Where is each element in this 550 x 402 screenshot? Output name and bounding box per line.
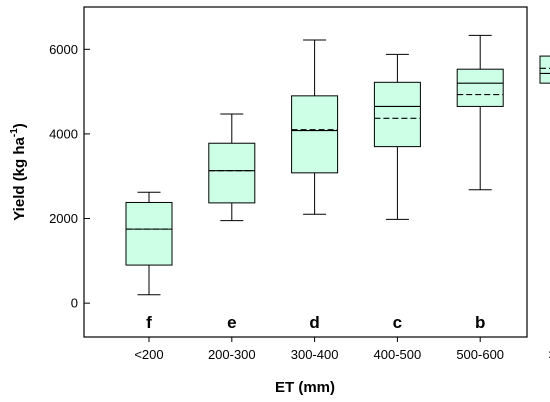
- group-letter: e: [227, 313, 236, 332]
- y-axis-title-main: Yield (kg ha: [11, 136, 28, 220]
- x-axis: <200 200-300 300-400 400-500 500-600 >600: [134, 337, 550, 362]
- box-series: [125, 34, 550, 296]
- y-tick-label: 4000: [49, 126, 78, 141]
- significance-letters: fedcba: [146, 313, 485, 332]
- box-0: [125, 191, 173, 296]
- y-axis-title-superscript: -1: [9, 128, 20, 137]
- box-body: [373, 81, 421, 148]
- x-tick-label: 400-500: [374, 347, 422, 362]
- y-axis-title-close: ): [11, 123, 28, 128]
- box-3: [373, 53, 421, 220]
- group-letter: b: [475, 313, 485, 332]
- box-body: [208, 142, 256, 204]
- group-letter: c: [393, 313, 402, 332]
- y-axis: 0 2000 4000 6000: [49, 42, 90, 311]
- box-4: [456, 34, 504, 191]
- box-body: [291, 95, 339, 174]
- y-axis-title: Yield (kg ha-1): [9, 123, 28, 221]
- box-body: [456, 68, 504, 107]
- y-tick-label: 0: [71, 296, 78, 311]
- x-tick-label: 300-400: [291, 347, 339, 362]
- box-body: [539, 55, 550, 84]
- x-axis-title: ET (mm): [275, 379, 335, 396]
- y-tick-label: 6000: [49, 42, 78, 57]
- group-letter: d: [309, 313, 319, 332]
- plot-area-frame: [83, 6, 528, 338]
- y-tick-label: 2000: [49, 211, 78, 226]
- box-5: [539, 55, 550, 84]
- x-tick-label: <200: [134, 347, 163, 362]
- box-2: [291, 39, 339, 215]
- group-letter: f: [146, 313, 152, 332]
- box-1: [208, 113, 256, 222]
- box-body: [125, 201, 173, 266]
- x-tick-label: >600: [548, 347, 550, 362]
- x-tick-label: 500-600: [456, 347, 504, 362]
- x-tick-label: 200-300: [208, 347, 256, 362]
